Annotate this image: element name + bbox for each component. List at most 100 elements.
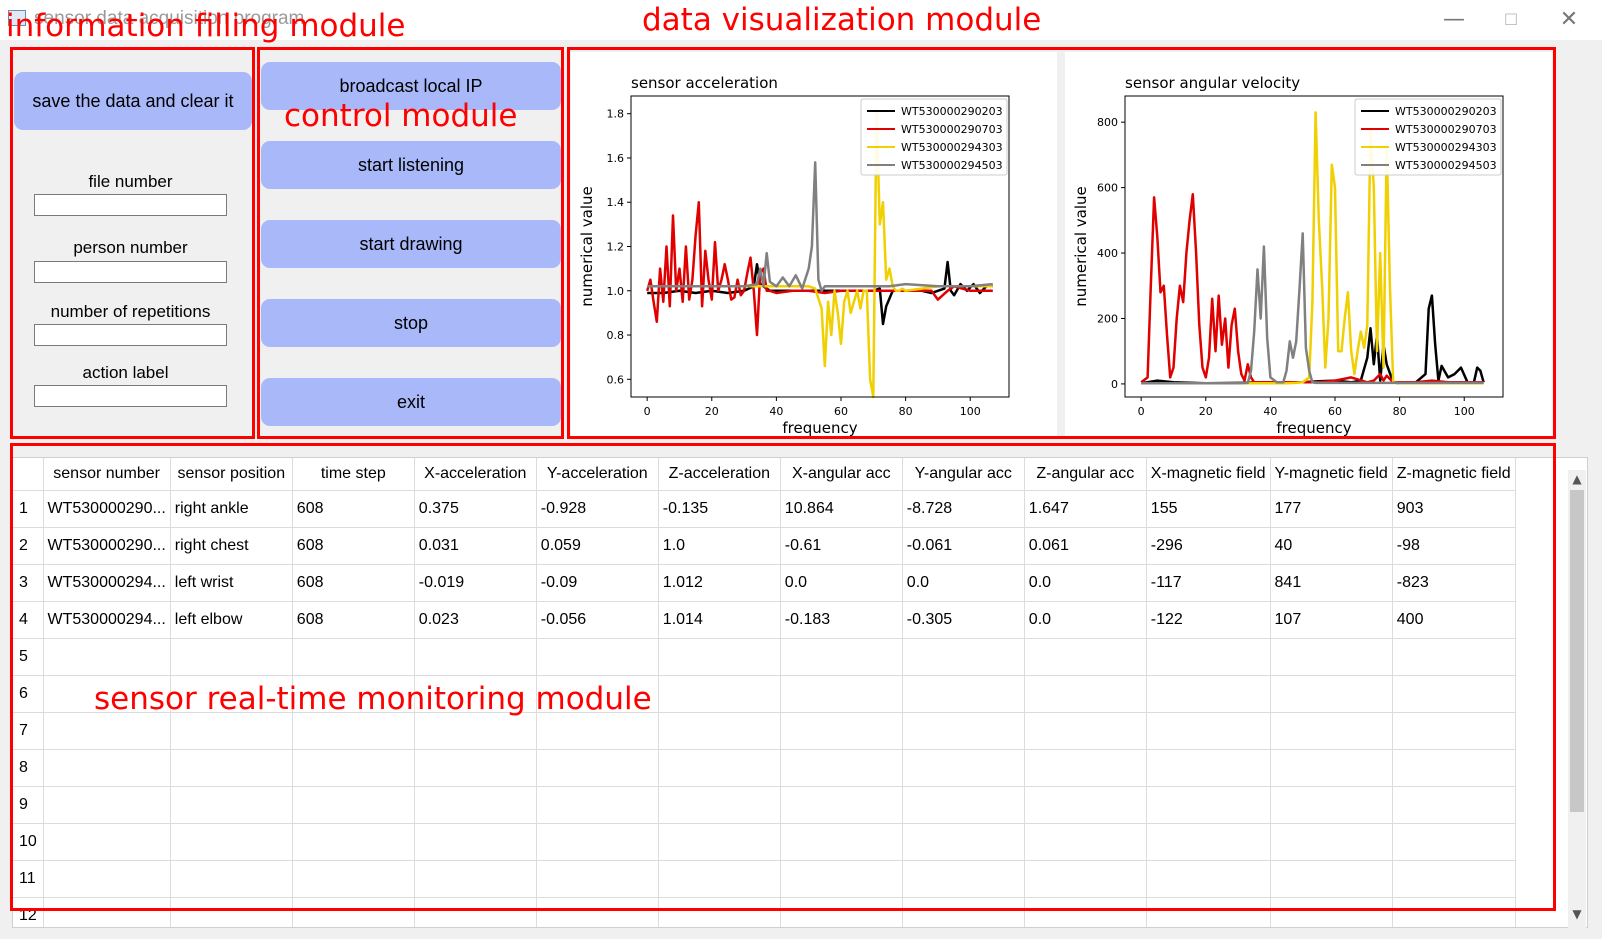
table-cell[interactable] <box>1146 823 1271 861</box>
table-cell[interactable]: -117 <box>1146 564 1271 602</box>
table-cell[interactable] <box>170 712 293 750</box>
table-row[interactable]: 9 <box>13 786 1516 824</box>
table-cell[interactable] <box>536 712 659 750</box>
table-cell[interactable] <box>780 675 903 713</box>
table-cell[interactable] <box>902 860 1025 898</box>
repetitions-input[interactable] <box>34 324 227 346</box>
start-drawing-button[interactable]: start drawing <box>261 220 561 268</box>
table-cell[interactable] <box>658 860 781 898</box>
column-header[interactable]: Y-acceleration <box>536 458 659 491</box>
column-header[interactable]: Z-angular acc <box>1024 458 1147 491</box>
table-cell[interactable]: 155 <box>1146 490 1271 528</box>
table-cell[interactable] <box>414 897 537 927</box>
table-cell[interactable] <box>1270 638 1393 676</box>
table-cell[interactable] <box>658 712 781 750</box>
table-cell[interactable] <box>1392 675 1516 713</box>
table-cell[interactable] <box>902 897 1025 927</box>
table-cell[interactable] <box>292 675 415 713</box>
table-cell[interactable] <box>292 749 415 787</box>
table-cell[interactable]: 0.0 <box>1024 601 1147 639</box>
table-cell[interactable] <box>536 897 659 927</box>
table-cell[interactable] <box>1392 749 1516 787</box>
table-cell[interactable]: 177 <box>1270 490 1393 528</box>
table-row[interactable]: 7 <box>13 712 1516 750</box>
file-number-input[interactable] <box>34 194 227 216</box>
close-icon[interactable]: ✕ <box>1559 7 1579 32</box>
table-cell[interactable] <box>43 860 171 898</box>
table-cell[interactable] <box>536 749 659 787</box>
table-cell[interactable]: 903 <box>1392 490 1516 528</box>
table-row[interactable]: 4 WT530000294... left elbow 608 0.023 -0.056 1… <box>13 601 1516 639</box>
column-header[interactable]: Z-acceleration <box>658 458 781 491</box>
table-cell[interactable] <box>414 860 537 898</box>
table-cell[interactable]: -122 <box>1146 601 1271 639</box>
table-cell[interactable]: 0.0 <box>902 564 1025 602</box>
table-cell[interactable] <box>414 786 537 824</box>
table-cell[interactable] <box>780 860 903 898</box>
table-cell[interactable] <box>1146 638 1271 676</box>
row-number[interactable]: 3 <box>13 564 44 602</box>
table-cell[interactable] <box>43 786 171 824</box>
table-cell[interactable] <box>1146 786 1271 824</box>
row-number[interactable]: 5 <box>13 638 44 676</box>
table-corner[interactable] <box>13 458 44 491</box>
table-cell[interactable]: 400 <box>1392 601 1516 639</box>
table-cell[interactable]: WT530000294... <box>43 564 171 602</box>
table-cell[interactable] <box>902 749 1025 787</box>
row-number[interactable]: 10 <box>13 823 44 861</box>
table-cell[interactable] <box>43 749 171 787</box>
row-number[interactable]: 2 <box>13 527 44 565</box>
table-cell[interactable]: 608 <box>292 564 415 602</box>
table-cell[interactable] <box>414 638 537 676</box>
stop-button[interactable]: stop <box>261 299 561 347</box>
start-listening-button[interactable]: start listening <box>261 141 561 189</box>
exit-button[interactable]: exit <box>261 378 561 426</box>
table-cell[interactable] <box>1146 749 1271 787</box>
save-and-clear-button[interactable]: save the data and clear it <box>14 72 252 130</box>
table-cell[interactable] <box>292 712 415 750</box>
table-cell[interactable] <box>1024 638 1147 676</box>
table-cell[interactable]: 0.059 <box>536 527 659 565</box>
table-cell[interactable] <box>1024 860 1147 898</box>
table-cell[interactable] <box>1392 897 1516 927</box>
table-row[interactable]: 6 <box>13 675 1516 713</box>
table-cell[interactable]: -0.928 <box>536 490 659 528</box>
table-cell[interactable]: -0.135 <box>658 490 781 528</box>
table-cell[interactable] <box>414 823 537 861</box>
table-cell[interactable] <box>536 675 659 713</box>
table-cell[interactable] <box>170 897 293 927</box>
table-cell[interactable] <box>902 712 1025 750</box>
table-cell[interactable] <box>1392 823 1516 861</box>
table-cell[interactable] <box>292 860 415 898</box>
table-cell[interactable]: -823 <box>1392 564 1516 602</box>
table-cell[interactable]: WT530000290... <box>43 490 171 528</box>
table-cell[interactable] <box>1146 897 1271 927</box>
table-cell[interactable]: -296 <box>1146 527 1271 565</box>
table-cell[interactable]: 1.647 <box>1024 490 1147 528</box>
table-cell[interactable]: left elbow <box>170 601 293 639</box>
table-row[interactable]: 12 <box>13 897 1516 927</box>
table-cell[interactable]: 0.375 <box>414 490 537 528</box>
table-cell[interactable] <box>536 823 659 861</box>
table-cell[interactable]: 0.0 <box>1024 564 1147 602</box>
table-cell[interactable] <box>292 897 415 927</box>
table-cell[interactable] <box>292 638 415 676</box>
table-cell[interactable] <box>170 749 293 787</box>
table-cell[interactable] <box>1024 823 1147 861</box>
table-cell[interactable]: left wrist <box>170 564 293 602</box>
table-row[interactable]: 3 WT530000294... left wrist 608 -0.019 -0.09 1… <box>13 564 1516 602</box>
table-cell[interactable]: -0.09 <box>536 564 659 602</box>
column-header[interactable]: Y-angular acc <box>902 458 1025 491</box>
row-number[interactable]: 4 <box>13 601 44 639</box>
table-cell[interactable] <box>292 823 415 861</box>
table-cell[interactable]: -0.305 <box>902 601 1025 639</box>
table-row[interactable]: 11 <box>13 860 1516 898</box>
table-cell[interactable]: 40 <box>1270 527 1393 565</box>
table-cell[interactable] <box>170 860 293 898</box>
table-cell[interactable] <box>43 897 171 927</box>
table-cell[interactable] <box>292 786 415 824</box>
table-cell[interactable] <box>536 786 659 824</box>
table-cell[interactable]: -0.061 <box>902 527 1025 565</box>
table-cell[interactable] <box>658 897 781 927</box>
table-cell[interactable] <box>780 786 903 824</box>
